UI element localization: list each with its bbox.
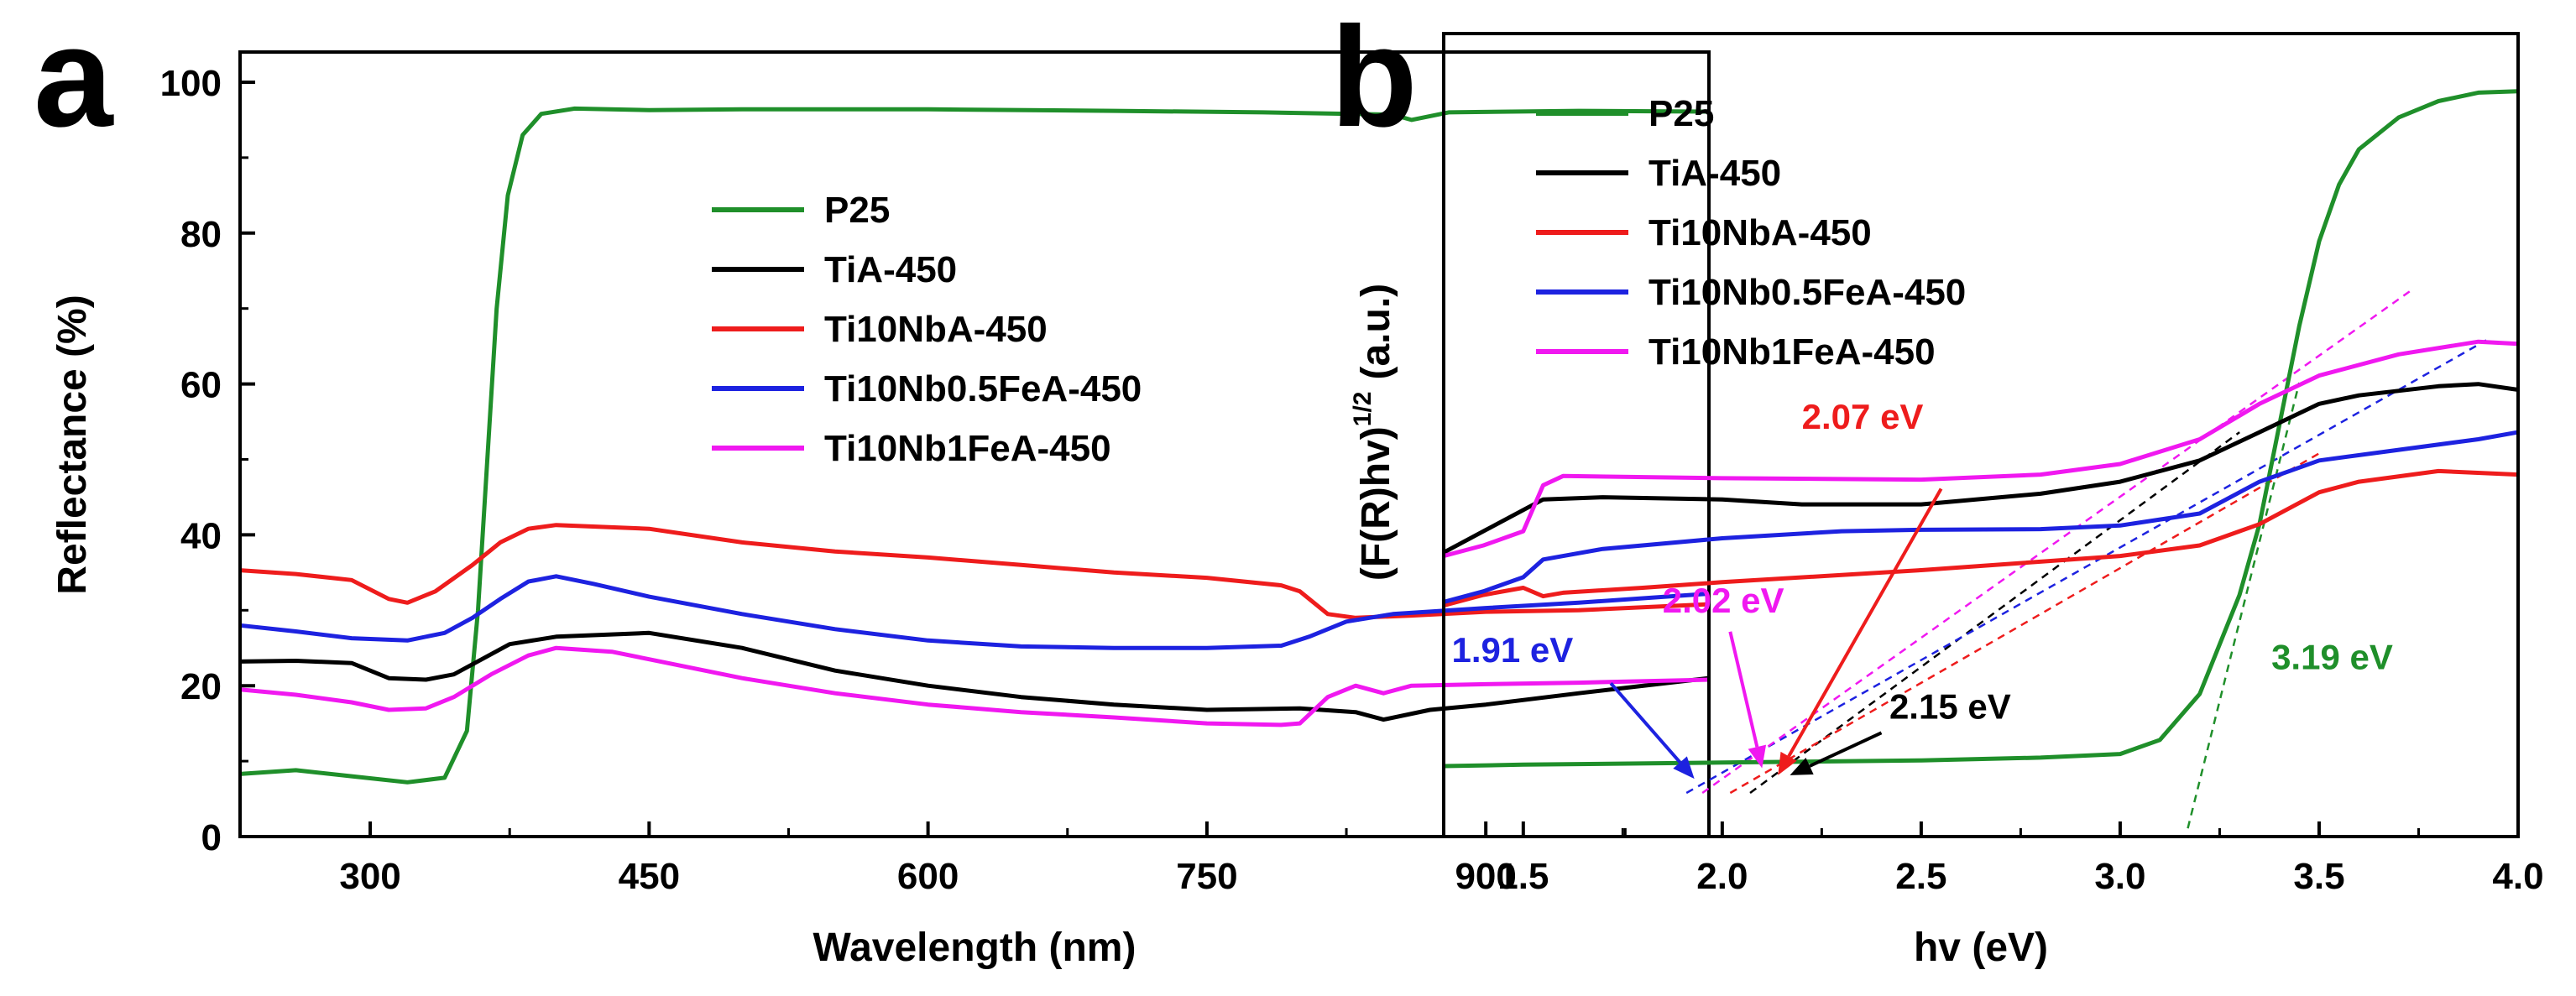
legend-label-ti10nb1fea-450: Ti10Nb1FeA-450 bbox=[824, 428, 1111, 469]
x-tick-label: 3.5 bbox=[2293, 856, 2344, 897]
panel-a-ticks: 300 450 600 750 900 0 20 40 60 80 100 bbox=[160, 63, 1627, 897]
x-tick-label: 4.0 bbox=[2492, 856, 2543, 897]
x-tick-label: 450 bbox=[619, 856, 680, 897]
panel-b-y-axis-label: (F(R)hv)1/2 (a.u.) bbox=[1349, 284, 1398, 581]
panel-b-series bbox=[1442, 89, 2519, 769]
legend-label-ti10nb0-5fea-450: Ti10Nb0.5FeA-450 bbox=[1649, 272, 1966, 313]
series-line-ti10nb0-5fea-450 bbox=[1443, 430, 2519, 604]
legend-label-ti10nba-450: Ti10NbA-450 bbox=[1649, 212, 1872, 253]
series-line-ti10nb1fea-450 bbox=[239, 645, 1710, 727]
x-tick-label: 3.0 bbox=[2094, 856, 2145, 897]
x-tick-label: 2.0 bbox=[1696, 856, 1748, 897]
annotation-label: 1.91 eV bbox=[1451, 630, 1573, 670]
legend-label-ti10nb0-5fea-450: Ti10Nb0.5FeA-450 bbox=[824, 368, 1142, 409]
legend-label-tia-450: TiA-450 bbox=[1649, 153, 1781, 194]
y-tick-label: 60 bbox=[180, 365, 222, 406]
annotation-arrow bbox=[1728, 631, 1759, 748]
tangent-line bbox=[1749, 431, 2240, 795]
panel-b-y-axis-label-superscript: 1/2 bbox=[1349, 392, 1377, 427]
panel-a-legend: P25 TiA-450 Ti10NbA-450 Ti10Nb0.5FeA-450 Ti1… bbox=[712, 190, 1142, 469]
annotation-arrow bbox=[1809, 731, 1883, 768]
panel-a-y-axis-label: Reflectance (%) bbox=[50, 295, 95, 594]
panel-b-plot-frame bbox=[1442, 32, 2520, 838]
y-tick-label: 40 bbox=[180, 515, 222, 556]
series-line-ti10nba-450 bbox=[1443, 468, 2519, 608]
panel-b-y-axis-label-units: (a.u.) bbox=[1354, 284, 1398, 380]
x-tick-label: 2.5 bbox=[1895, 856, 1946, 897]
legend-label-ti10nba-450: Ti10NbA-450 bbox=[824, 309, 1048, 350]
annotation-label: 2.15 eV bbox=[1889, 686, 2011, 726]
annotation-arrowhead bbox=[1790, 758, 1814, 775]
y-tick-label: 20 bbox=[180, 666, 222, 707]
y-tick-label: 0 bbox=[201, 817, 222, 858]
annotation-arrow bbox=[1787, 488, 1943, 758]
legend-label-ti10nb1fea-450: Ti10Nb1FeA-450 bbox=[1649, 331, 1936, 373]
panel-b-tangent-lines bbox=[1685, 289, 2487, 829]
panel-b-ticks: 1.5 2.0 2.5 3.0 3.5 4.0 bbox=[1497, 821, 2544, 897]
panel-b-x-axis-label: hv (eV) bbox=[1914, 926, 2048, 970]
series-line-tia-450 bbox=[239, 630, 1710, 722]
annotation-arrowhead bbox=[1748, 744, 1767, 769]
panel-b-y-axis-label-main: (F(R)hv) bbox=[1354, 426, 1398, 581]
tangent-line bbox=[1701, 289, 2411, 795]
legend-label-tia-450: TiA-450 bbox=[824, 249, 957, 290]
annotation-arrow bbox=[1609, 682, 1682, 764]
panel-a: a 300 450 600 750 900 0 20 40 60 80 100 Wavelength… bbox=[34, 0, 1711, 970]
tangent-line bbox=[1729, 452, 2320, 795]
series-line-ti10nb1fea-450 bbox=[1443, 339, 2519, 559]
annotation-arrowhead bbox=[1778, 751, 1797, 775]
series-line-tia-450 bbox=[1442, 382, 2519, 555]
annotation-label: 3.19 eV bbox=[2271, 637, 2393, 676]
panel-label-a: a bbox=[34, 0, 114, 157]
annotation-label: 2.02 eV bbox=[1663, 581, 1784, 620]
panel-a-x-axis-label: Wavelength (nm) bbox=[813, 926, 1136, 970]
x-tick-label: 750 bbox=[1176, 856, 1237, 897]
annotation-arrowhead bbox=[1673, 756, 1695, 780]
y-tick-label: 100 bbox=[160, 63, 222, 104]
panel-b-annotations: 2.07 eV 2.02 eV 1.91 eV 2.15 eV 3.19 eV bbox=[1451, 397, 2393, 780]
series-line-p25 bbox=[239, 106, 1710, 785]
panel-b: b 1.5 2.0 2.5 3.0 3.5 4.0 2.07 eV 2.02 eV 1.91 … bbox=[1330, 0, 2544, 970]
x-tick-label: 600 bbox=[897, 856, 959, 897]
panel-b-legend: P25 TiA-450 Ti10NbA-450 Ti10Nb0.5FeA-450 Ti1… bbox=[1536, 93, 1966, 373]
panel-label-b: b bbox=[1330, 0, 1418, 157]
y-tick-label: 80 bbox=[180, 214, 222, 255]
tangent-line bbox=[1685, 339, 2487, 795]
annotation-label: 2.07 eV bbox=[1802, 397, 1924, 436]
x-tick-label: 1.5 bbox=[1497, 856, 1549, 897]
panel-a-series bbox=[239, 106, 1710, 785]
x-tick-label: 300 bbox=[339, 856, 400, 897]
x-tick-label: 900 bbox=[1455, 856, 1516, 897]
legend-label-p25: P25 bbox=[1649, 93, 1714, 134]
panel-a-plot-frame bbox=[238, 50, 1711, 838]
legend-label-p25: P25 bbox=[824, 190, 890, 231]
series-line-ti10nba-450 bbox=[239, 523, 1710, 620]
series-line-ti10nb0-5fea-450 bbox=[239, 574, 1710, 650]
tangent-line bbox=[2187, 382, 2301, 829]
